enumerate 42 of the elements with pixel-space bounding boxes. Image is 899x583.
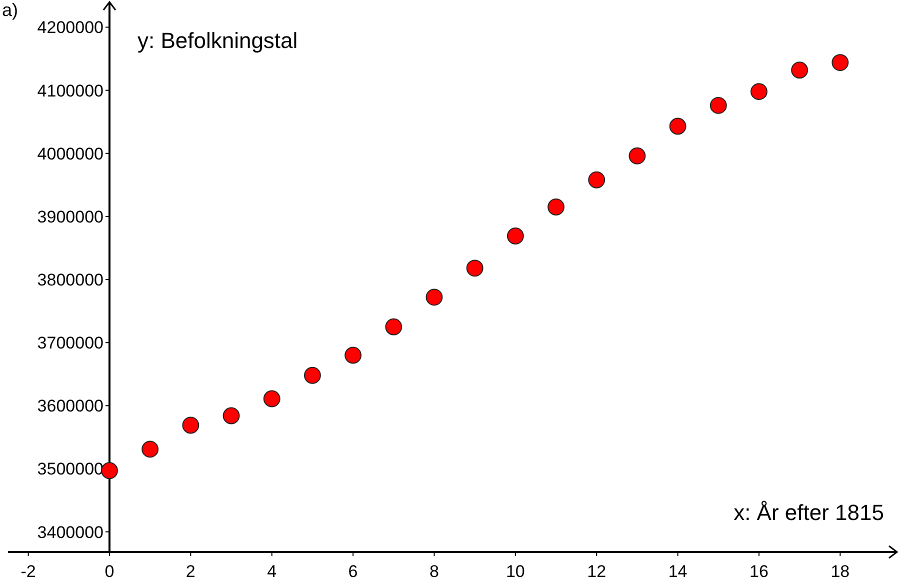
y-tick-label: 4000000 xyxy=(37,144,104,164)
x-tick-label: 4 xyxy=(267,562,277,581)
x-tick-label: 6 xyxy=(348,562,358,581)
y-tick-label: 4100000 xyxy=(37,81,104,100)
x-tick-label: 18 xyxy=(830,562,850,581)
x-tick-label: 0 xyxy=(104,562,114,581)
point xyxy=(710,96,727,114)
point xyxy=(222,407,240,424)
point xyxy=(182,416,200,434)
y-tick-label: 3900000 xyxy=(37,207,104,226)
y-tick-label: 3400000 xyxy=(37,522,104,542)
point xyxy=(548,198,564,216)
x-tick-label: 2 xyxy=(186,562,196,581)
point xyxy=(669,118,686,135)
annotation: a) xyxy=(2,0,18,20)
point xyxy=(426,288,443,306)
point xyxy=(628,147,646,164)
point xyxy=(101,462,118,480)
y-tick-label: 3500000 xyxy=(37,460,104,479)
x-tick-label: 16 xyxy=(750,562,768,581)
x-tick-label: 8 xyxy=(430,562,439,581)
point xyxy=(791,62,808,79)
point xyxy=(344,346,362,364)
y-tick-label: 3700000 xyxy=(37,334,104,353)
point xyxy=(506,228,524,244)
y-axis-title: y: Befolkningstal xyxy=(137,28,298,53)
y-tick-label: 4200000 xyxy=(37,18,104,38)
x-tick-label: -2 xyxy=(20,562,36,581)
y-tick-label: 3800000 xyxy=(37,270,104,290)
point xyxy=(304,366,321,384)
point xyxy=(263,390,280,408)
x-tick-label: 14 xyxy=(668,562,688,581)
point xyxy=(750,83,768,100)
x-axis-title: x: År efter 1815 xyxy=(734,500,884,525)
point xyxy=(466,260,484,277)
point xyxy=(142,440,159,458)
x-tick-label: 10 xyxy=(506,562,525,581)
x-tick-label: 12 xyxy=(587,562,606,581)
point xyxy=(832,54,849,72)
y-tick-label: 3600000 xyxy=(37,396,104,416)
point xyxy=(588,171,606,188)
point xyxy=(385,318,402,336)
